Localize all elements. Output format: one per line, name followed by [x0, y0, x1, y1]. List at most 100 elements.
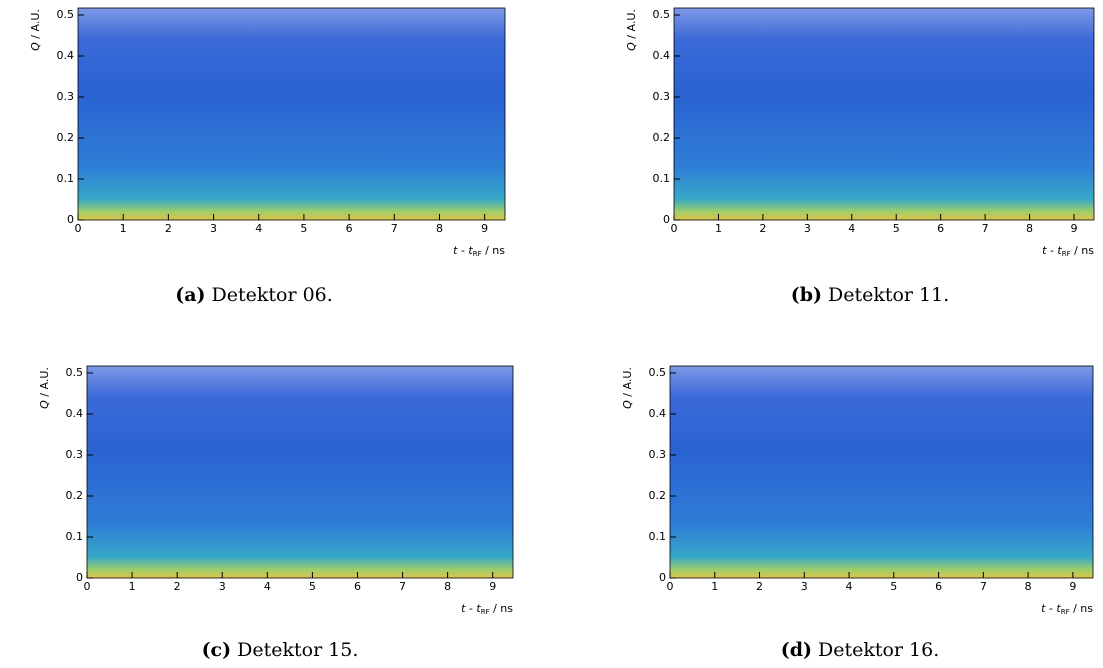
y-tick-label: 0.2: [57, 131, 75, 144]
y-axis-label: Q / A.U.: [29, 9, 42, 51]
x-label-sub: RF: [1061, 608, 1070, 616]
y-axis-label: Q / A.U.: [625, 9, 638, 51]
x-tick-label: 0: [75, 222, 82, 235]
x-tick-label: 1: [711, 580, 718, 593]
x-tick-label: 2: [756, 580, 763, 593]
y-tick-label: 0.3: [653, 90, 671, 103]
y-tick-label: 0: [76, 571, 83, 584]
x-tick-label: 8: [1026, 222, 1033, 235]
x-tick-label: 2: [165, 222, 172, 235]
x-label-unit: / ns: [1071, 244, 1095, 257]
y-tick-label: 0.1: [649, 530, 667, 543]
y-tick-label: 0.3: [57, 90, 75, 103]
caption: (c) Detektor 15.: [202, 639, 359, 661]
x-tick-label: 3: [210, 222, 217, 235]
plot-frame: [86, 365, 514, 579]
caption-label: (c): [202, 639, 232, 661]
x-tick-label: 8: [1025, 580, 1032, 593]
x-tick-label: 6: [937, 222, 944, 235]
x-tick-label: 1: [120, 222, 127, 235]
caption-text: Detektor 11.: [828, 284, 949, 306]
x-tick-label: 3: [219, 580, 226, 593]
y-tick-label: 0.1: [66, 530, 84, 543]
x-tick-label: 9: [1071, 222, 1078, 235]
x-tick-label: 3: [804, 222, 811, 235]
caption-label: (b): [791, 284, 822, 306]
x-tick-label: 5: [890, 580, 897, 593]
y-tick-label: 0.2: [653, 131, 671, 144]
heatmap-area: [674, 8, 1094, 220]
y-tick-label: 0.1: [57, 172, 75, 185]
y-tick-label: 0.4: [653, 49, 671, 62]
x-tick-label: 1: [129, 580, 136, 593]
x-tick-label: 4: [264, 580, 271, 593]
y-tick-label: 0.3: [649, 448, 667, 461]
x-label-sub: RF: [481, 608, 490, 616]
caption: (a) Detektor 06.: [175, 284, 333, 306]
x-tick-label: 2: [759, 222, 766, 235]
x-axis-label: t - tRF / ns: [461, 602, 513, 616]
x-tick-label: 7: [399, 580, 406, 593]
x-tick-label: 2: [174, 580, 181, 593]
x-axis-label: t - tRF / ns: [1042, 244, 1094, 258]
caption-text: Detektor 16.: [818, 639, 939, 661]
x-label-var: t - t: [1041, 602, 1061, 615]
x-label-sub: RF: [1062, 250, 1071, 258]
x-label-unit: / ns: [490, 602, 514, 615]
x-tick-label: 8: [436, 222, 443, 235]
x-tick-label: 6: [354, 580, 361, 593]
heatmap-area: [670, 366, 1093, 578]
y-tick-label: 0.5: [653, 8, 671, 21]
plot-frame: [669, 365, 1094, 579]
y-label-var: Q: [29, 42, 42, 51]
y-tick-label: 0.4: [649, 407, 667, 420]
caption-text: Detektor 06.: [212, 284, 333, 306]
x-tick-label: 6: [935, 580, 942, 593]
heatmap-area: [87, 366, 513, 578]
y-label-var: Q: [625, 42, 638, 51]
x-label-var: t - t: [1042, 244, 1062, 257]
y-tick-label: 0: [663, 213, 670, 226]
caption: (d) Detektor 16.: [781, 639, 940, 661]
y-tick-label: 0.5: [66, 366, 84, 379]
x-tick-label: 8: [444, 580, 451, 593]
x-label-unit: / ns: [482, 244, 506, 257]
y-label-unit: / A.U.: [29, 9, 42, 42]
y-label-var: Q: [38, 400, 51, 409]
caption-label: (d): [781, 639, 812, 661]
y-tick-label: 0.5: [649, 366, 667, 379]
x-tick-label: 9: [489, 580, 496, 593]
x-tick-label: 6: [346, 222, 353, 235]
x-tick-label: 5: [300, 222, 307, 235]
x-axis-label: t - tRF / ns: [1041, 602, 1093, 616]
x-tick-label: 9: [481, 222, 488, 235]
y-tick-label: 0.1: [653, 172, 671, 185]
y-tick-label: 0: [67, 213, 74, 226]
y-tick-label: 0.4: [66, 407, 84, 420]
x-label-unit: / ns: [1070, 602, 1094, 615]
x-tick-label: 4: [848, 222, 855, 235]
y-axis-label: Q / A.U.: [38, 367, 51, 409]
x-label-var: t - t: [453, 244, 473, 257]
x-tick-label: 5: [309, 580, 316, 593]
caption: (b) Detektor 11.: [791, 284, 950, 306]
x-tick-label: 7: [391, 222, 398, 235]
y-tick-label: 0.2: [66, 489, 84, 502]
plot-frame: [77, 7, 506, 221]
x-tick-label: 4: [255, 222, 262, 235]
x-tick-label: 3: [801, 580, 808, 593]
y-label-unit: / A.U.: [625, 9, 638, 42]
y-tick-label: 0.5: [57, 8, 75, 21]
x-tick-label: 4: [846, 580, 853, 593]
y-label-unit: / A.U.: [621, 367, 634, 400]
y-axis-label: Q / A.U.: [621, 367, 634, 409]
y-label-var: Q: [621, 400, 634, 409]
x-tick-label: 0: [667, 580, 674, 593]
x-axis-label: t - tRF / ns: [453, 244, 505, 258]
x-tick-label: 0: [671, 222, 678, 235]
caption-text: Detektor 15.: [237, 639, 358, 661]
y-label-unit: / A.U.: [38, 367, 51, 400]
heatmap-area: [78, 8, 505, 220]
caption-label: (a): [175, 284, 205, 306]
